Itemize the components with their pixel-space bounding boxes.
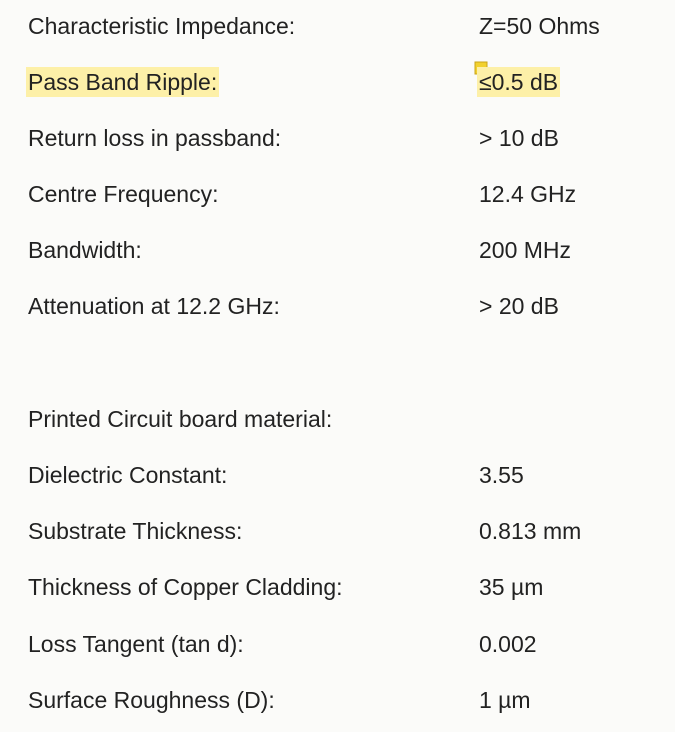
spec-label-highlighted: Pass Band Ripple: (26, 67, 220, 97)
spec-label: Attenuation at 12.2 GHz: (28, 293, 280, 319)
spec-label: Bandwidth: (28, 237, 142, 263)
spec-row-dielectric-constant: Dielectric Constant: 3.55 (0, 460, 675, 500)
spec-value: 0.002 (479, 631, 537, 657)
spec-label: Dielectric Constant: (28, 462, 228, 488)
spec-row-attenuation: Attenuation at 12.2 GHz: > 20 dB (0, 291, 675, 331)
spec-row-pass-band-ripple: Pass Band Ripple: ≤0.5 dB (0, 61, 675, 107)
spec-label: Loss Tangent (tan d): (28, 631, 244, 657)
section-heading-pcb-material: Printed Circuit board material: (0, 404, 675, 444)
spec-label: Surface Roughness (D): (28, 687, 275, 713)
spec-value: 200 MHz (479, 237, 572, 263)
spec-value: Z=50 Ohms (479, 13, 600, 39)
spec-row-bandwidth: Bandwidth: 200 MHz (0, 235, 675, 275)
spec-value: > 20 dB (479, 293, 559, 319)
spec-value: 1 µm (479, 687, 531, 713)
spec-row-copper-cladding: Thickness of Copper Cladding: 35 µm (0, 572, 675, 612)
spec-value: 3.55 (479, 462, 524, 488)
spec-row-centre-frequency: Centre Frequency: 12.4 GHz (0, 179, 675, 219)
spec-value: > 10 dB (479, 125, 559, 151)
section-label: Printed Circuit board material: (28, 406, 333, 432)
spec-row-loss-tangent: Loss Tangent (tan d): 0.002 (0, 629, 675, 669)
spec-row-substrate-thickness: Substrate Thickness: 0.813 mm (0, 516, 675, 556)
spec-row-return-loss: Return loss in passband: > 10 dB (0, 123, 675, 163)
spec-value: 12.4 GHz (479, 181, 577, 207)
spec-label: Return loss in passband: (28, 125, 282, 151)
spec-label: Characteristic Impedance: (28, 13, 296, 39)
spec-row-surface-roughness: Surface Roughness (D): 1 µm (0, 685, 675, 725)
spec-value: 0.813 mm (479, 518, 582, 544)
spec-label: Substrate Thickness: (28, 518, 243, 544)
spec-row-characteristic-impedance: Characteristic Impedance: Z=50 Ohms (0, 11, 675, 51)
spec-label: Thickness of Copper Cladding: (28, 574, 343, 600)
spec-label: Centre Frequency: (28, 181, 219, 207)
spec-value-highlighted: ≤0.5 dB (477, 67, 561, 97)
spec-value: 35 µm (479, 574, 544, 600)
